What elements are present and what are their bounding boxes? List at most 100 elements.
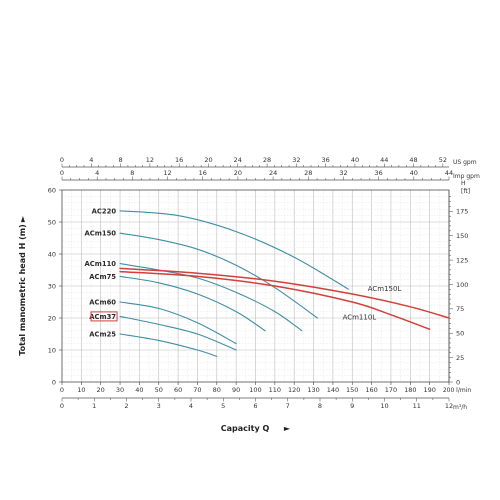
imp-gpm-tick-label: 44 (445, 169, 453, 177)
m3h-tick-label: 4 (189, 402, 193, 410)
curve-acm37 (119, 315, 237, 351)
us-gpm-tick-label: 24 (234, 156, 242, 164)
m3h-tick-label: 2 (124, 402, 128, 410)
lmin-tick-label: 150 (346, 386, 358, 394)
right-tick-label: 75 (456, 305, 464, 313)
us-gpm-tick-label: 20 (204, 156, 212, 164)
label-acm75: ACm75 (89, 273, 116, 281)
curve-acm25 (119, 333, 218, 357)
label-ac220: AC220 (92, 207, 117, 215)
label-acm150l: ACm150L (368, 285, 402, 293)
imp-gpm-tick-label: 4 (95, 169, 99, 177)
m3h-tick-label: 3 (157, 402, 161, 410)
curve-acm150l (119, 267, 450, 319)
y-tick-label: 20 (48, 314, 56, 322)
m3h-tick-label: 7 (286, 402, 290, 410)
right-tick-label: 25 (456, 354, 464, 362)
right-tick-label: 50 (456, 330, 464, 338)
lmin-tick-label: 130 (307, 386, 319, 394)
m3h-tick-label: 1 (92, 402, 96, 410)
lmin-tick-label: 10 (77, 386, 85, 394)
m3h-tick-label: 8 (318, 402, 322, 410)
label-acm150: ACm150 (85, 230, 117, 238)
series-lines (119, 210, 450, 357)
y-axis-title: Total manometric head H (m) (18, 224, 27, 356)
lmin-tick-label: 20 (97, 386, 105, 394)
m3h-tick-label: 0 (60, 402, 64, 410)
lmin-tick-label: 110 (269, 386, 281, 394)
lmin-tick-label: 60 (174, 386, 182, 394)
imp-gpm-tick-label: 0 (60, 169, 64, 177)
curve-acm110l (119, 270, 431, 330)
lmin-tick-label: 30 (116, 386, 124, 394)
lmin-tick-label: 170 (385, 386, 397, 394)
curve-ac220 (119, 210, 349, 290)
y-axis-arrow-icon: ► (18, 215, 27, 222)
right-axis-unit-sub: [ft] (461, 188, 470, 195)
y-tick-label: 50 (48, 218, 56, 226)
right-tick-label: 125 (456, 256, 468, 264)
label-acm25: ACm25 (89, 331, 116, 339)
curve-acm110 (119, 263, 303, 332)
us-gpm-tick-label: 48 (409, 156, 417, 164)
imp-gpm-tick-label: 8 (130, 169, 134, 177)
curve-acm60 (119, 301, 237, 345)
right-tick-label: 150 (456, 232, 468, 240)
y-tick-label: 10 (48, 346, 56, 354)
label-acm37: ACm37 (89, 313, 116, 321)
x-axis-title: Capacity Q (221, 424, 270, 433)
y-tick-label: 0 (52, 378, 56, 386)
m3h-tick-label: 6 (253, 402, 257, 410)
lmin-unit: 200 l/min (443, 387, 472, 394)
right-tick-label: 0 (456, 378, 460, 386)
us-gpm-tick-label: 0 (60, 156, 64, 164)
us-gpm-tick-label: 16 (175, 156, 183, 164)
imp-gpm-tick-label: 12 (163, 169, 171, 177)
us-gpm-tick-label: 36 (322, 156, 330, 164)
right-tick-label: 175 (456, 208, 468, 216)
y-tick-label: 30 (48, 282, 56, 290)
lmin-tick-label: 120 (288, 386, 300, 394)
lmin-tick-label: 90 (232, 386, 240, 394)
imp-gpm-tick-label: 16 (199, 169, 207, 177)
y-tick-label: 40 (48, 250, 56, 258)
lmin-tick-label: 180 (404, 386, 416, 394)
us-gpm-tick-label: 4 (89, 156, 93, 164)
imp-gpm-tick-label: 40 (410, 169, 418, 177)
imp-gpm-tick-label: 20 (234, 169, 242, 177)
x-axis-arrow-icon: ► (284, 424, 291, 433)
curve-acm150 (119, 232, 318, 319)
m3h-tick-label: 9 (350, 402, 354, 410)
imp-gpm-unit: Imp gpm (453, 173, 480, 180)
lmin-tick-label: 100 (249, 386, 261, 394)
lmin-tick-label: 190 (423, 386, 435, 394)
lmin-tick-label: 70 (193, 386, 201, 394)
us-gpm-tick-label: 40 (351, 156, 359, 164)
lmin-tick-label: 0 (60, 386, 64, 394)
lmin-tick-label: 40 (135, 386, 143, 394)
label-acm60: ACm60 (89, 299, 116, 307)
us-gpm-tick-label: 52 (439, 156, 447, 164)
m3h-tick-label: 12 (445, 402, 453, 410)
lmin-tick-label: 160 (365, 386, 377, 394)
us-gpm-tick-label: 8 (119, 156, 123, 164)
curve-acm75 (119, 275, 266, 332)
us-gpm-tick-label: 28 (263, 156, 271, 164)
m3h-tick-label: 5 (221, 402, 225, 410)
us-gpm-tick-label: 44 (380, 156, 388, 164)
us-gpm-tick-label: 32 (292, 156, 300, 164)
label-acm110l: ACm110L (343, 314, 377, 322)
m3h-tick-label: 10 (380, 402, 388, 410)
imp-gpm-tick-label: 28 (304, 169, 312, 177)
imp-gpm-tick-label: 24 (269, 169, 277, 177)
series-labels: AC220 ACm150 ACm110 ACm75 ACm60 ACm37 ACm25 ACm… (85, 207, 402, 338)
label-highlight-box (90, 311, 118, 322)
right-tick-label: 100 (456, 281, 468, 289)
m3h-unit: m³/h (453, 404, 467, 411)
m3h-tick-label: 11 (413, 402, 421, 410)
lmin-tick-label: 80 (213, 386, 221, 394)
us-gpm-tick-label: 12 (146, 156, 154, 164)
